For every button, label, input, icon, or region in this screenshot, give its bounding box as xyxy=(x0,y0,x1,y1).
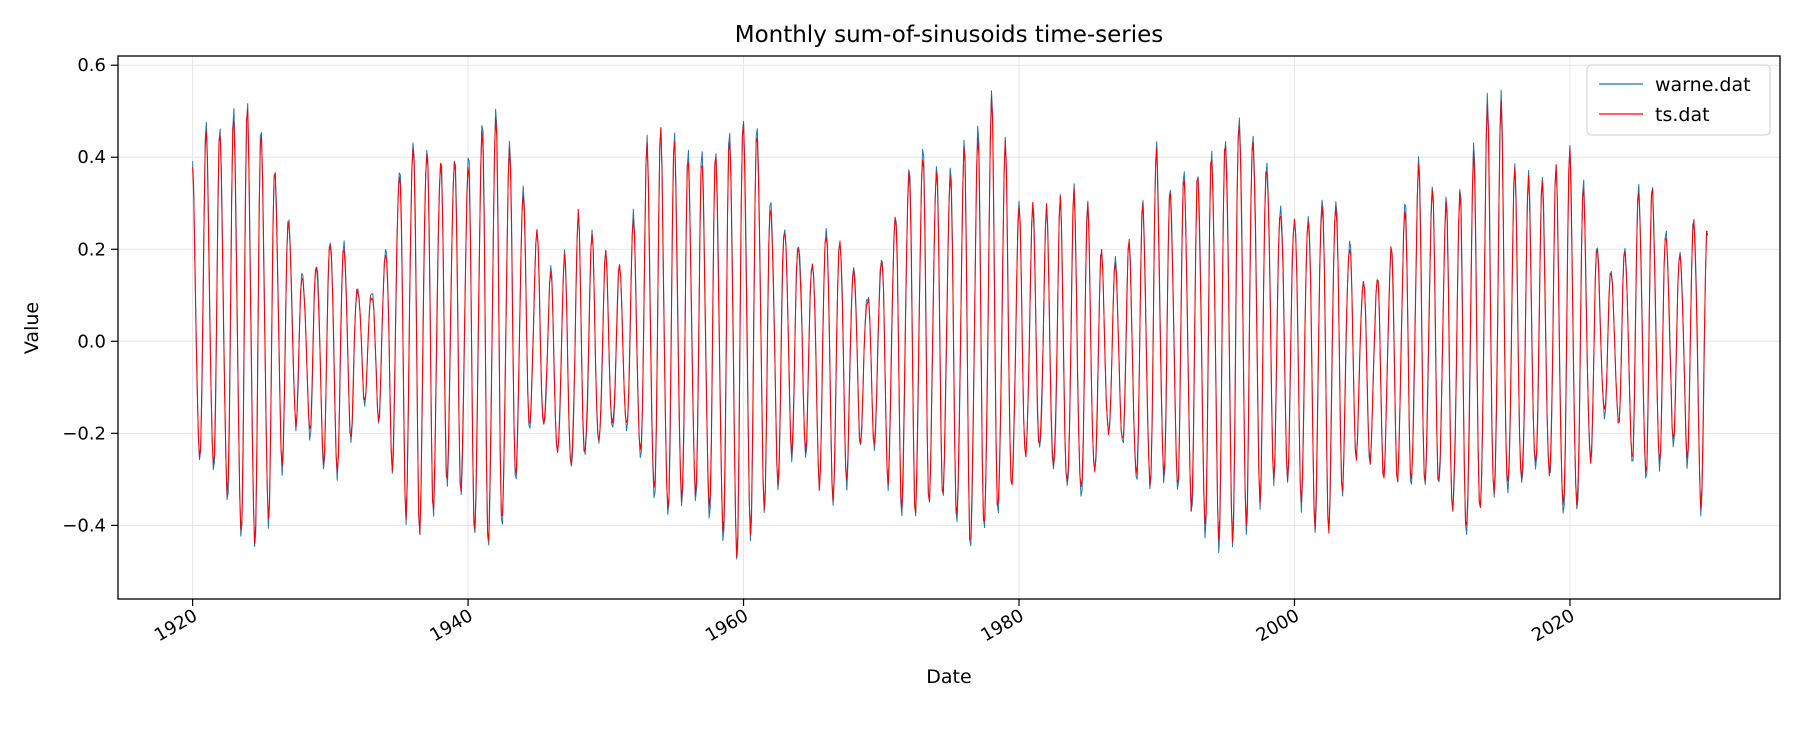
y-tick-label: −0.4 xyxy=(62,515,106,536)
series-line-ts-dat xyxy=(192,96,1709,558)
y-tick-label: −0.2 xyxy=(62,423,106,444)
legend: warne.dat ts.dat xyxy=(1586,64,1771,136)
y-tick-label: 0.2 xyxy=(77,239,106,260)
y-tick-label: 0.6 xyxy=(77,55,106,76)
legend-label: ts.dat xyxy=(1655,104,1710,126)
chart-title: Monthly sum-of-sinusoids time-series xyxy=(735,22,1164,48)
series-layer xyxy=(192,89,1709,560)
y-tick-label: 0.4 xyxy=(77,147,106,168)
x-axis-title: Date xyxy=(926,666,971,688)
plot-frame xyxy=(117,55,1781,600)
y-axis-title: Value xyxy=(21,302,43,354)
legend-label: warne.dat xyxy=(1655,74,1751,96)
legend-box xyxy=(1586,64,1771,136)
y-tick-label: 0.0 xyxy=(77,331,106,352)
